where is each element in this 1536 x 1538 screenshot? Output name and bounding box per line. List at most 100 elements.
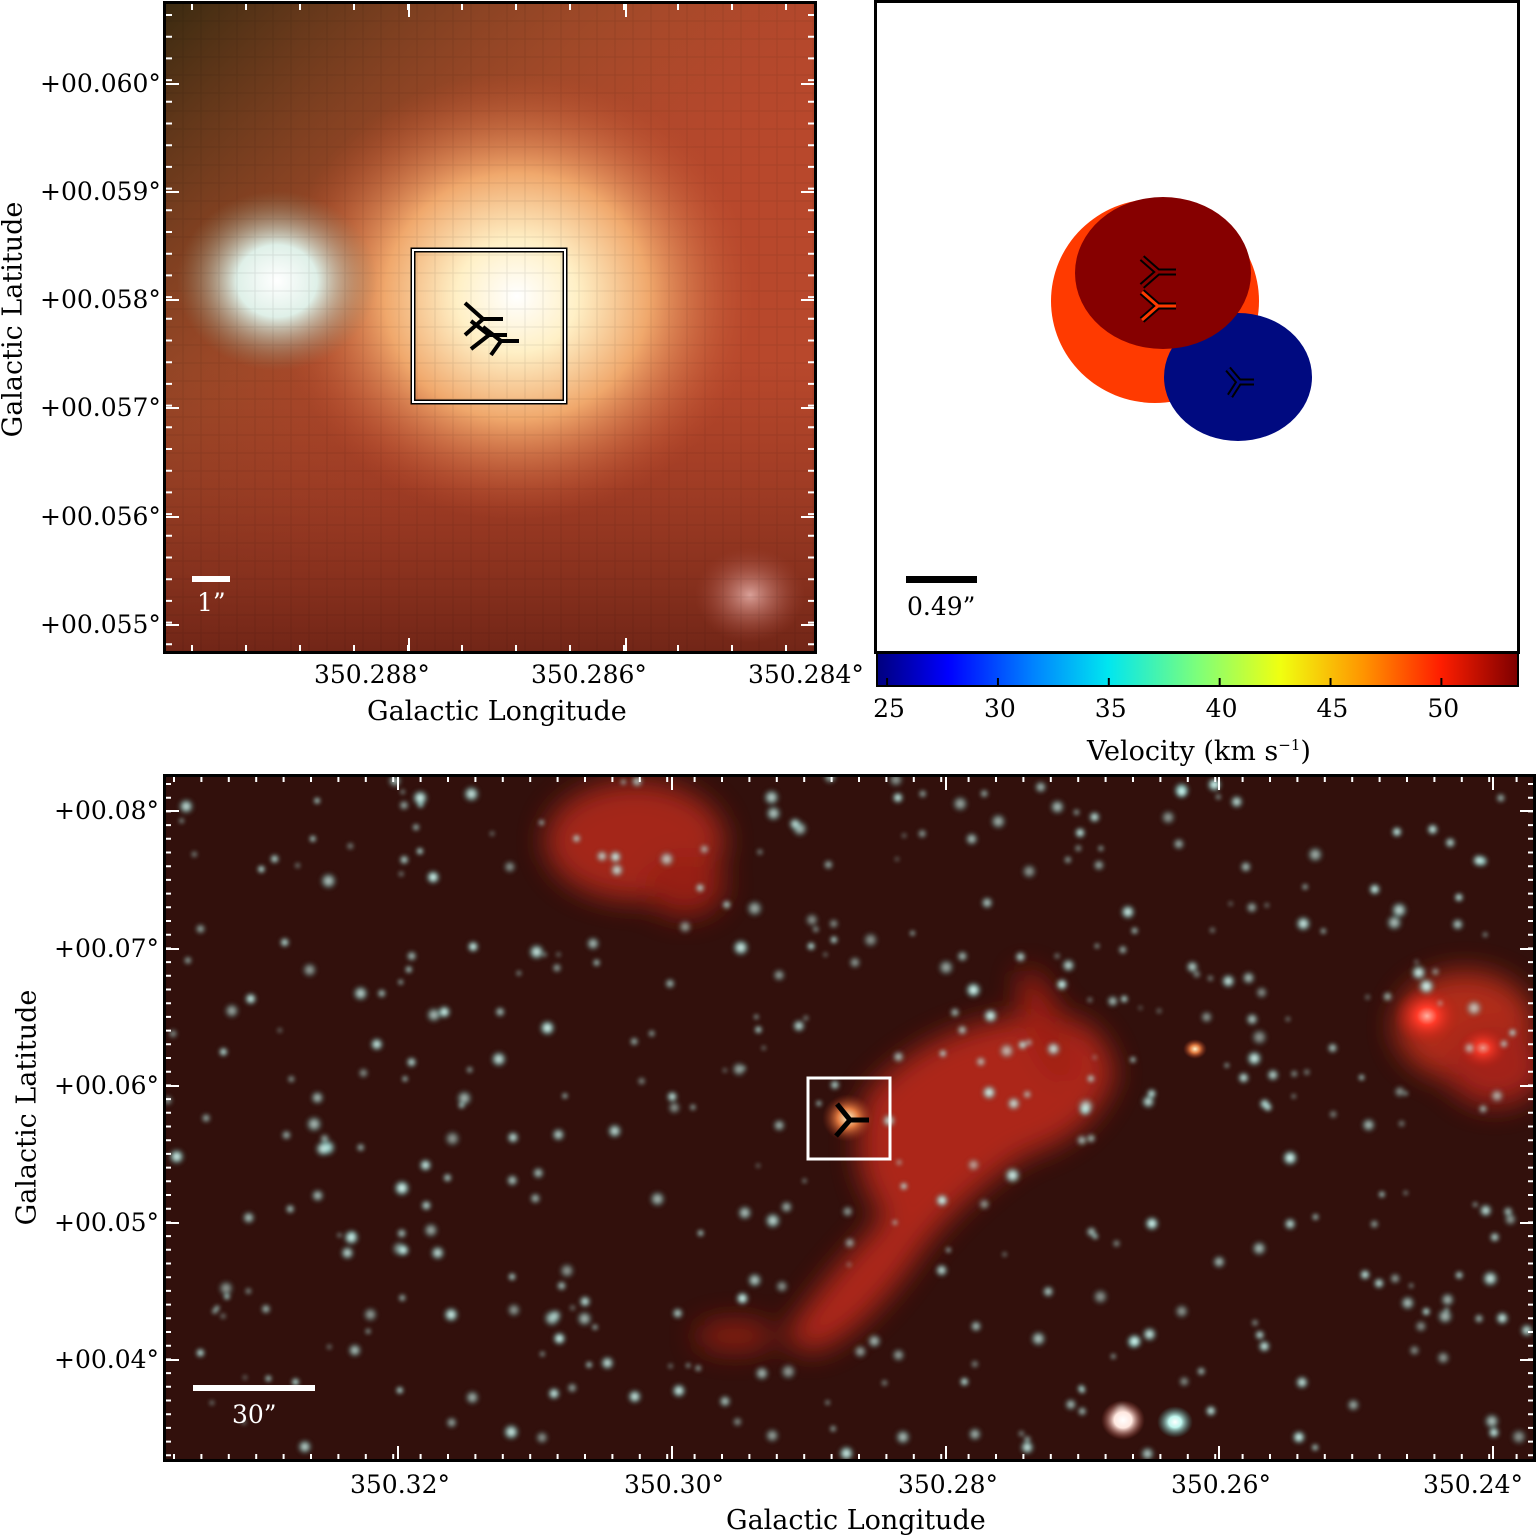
star xyxy=(1390,901,1409,920)
star xyxy=(1021,863,1038,880)
star xyxy=(891,791,905,804)
star xyxy=(736,1204,753,1221)
star xyxy=(219,1312,227,1320)
star xyxy=(1482,931,1489,938)
bottom-marker xyxy=(834,1102,869,1138)
star xyxy=(445,1416,458,1429)
star xyxy=(1127,1333,1143,1349)
star xyxy=(774,1279,789,1294)
star xyxy=(671,1383,687,1399)
star xyxy=(599,1355,615,1371)
star xyxy=(1369,1219,1380,1229)
star xyxy=(967,1426,983,1442)
star xyxy=(1112,1239,1121,1248)
colorbar-tick-label: 35 xyxy=(1094,694,1127,723)
star xyxy=(305,1115,323,1133)
star xyxy=(264,1374,273,1383)
star xyxy=(1451,917,1465,931)
star xyxy=(1453,892,1465,903)
red-source-right xyxy=(1393,986,1461,1046)
star xyxy=(400,789,406,795)
star xyxy=(437,1004,452,1020)
star xyxy=(401,1075,409,1083)
star xyxy=(788,817,802,831)
star xyxy=(1006,1096,1021,1111)
star xyxy=(829,1079,841,1091)
star xyxy=(964,832,979,846)
star xyxy=(609,862,625,878)
star xyxy=(595,849,609,863)
star xyxy=(489,830,496,837)
star xyxy=(1245,1012,1259,1027)
b-ylabel: Galactic Latitude xyxy=(11,989,43,1226)
star xyxy=(466,940,480,953)
bluish-source xyxy=(177,191,377,371)
star xyxy=(1172,837,1186,851)
b-ytick-3: +00.05° xyxy=(54,1208,160,1237)
top-right-plot xyxy=(876,2,1518,652)
star xyxy=(1478,1103,1489,1114)
star xyxy=(1074,844,1083,853)
star xyxy=(970,1359,980,1369)
star xyxy=(1196,1366,1207,1377)
star xyxy=(1237,1071,1250,1085)
star xyxy=(1373,1277,1385,1290)
star xyxy=(721,899,732,910)
star xyxy=(1077,1097,1095,1116)
star xyxy=(732,1416,743,1428)
star xyxy=(1281,1149,1299,1167)
top-left-scalebar-label: 1” xyxy=(197,588,226,617)
star xyxy=(1472,1201,1479,1208)
star xyxy=(1088,810,1101,824)
star xyxy=(909,930,916,937)
b-xlabel: Galactic Longitude xyxy=(726,1505,986,1536)
star xyxy=(980,896,994,910)
star xyxy=(772,968,786,982)
star xyxy=(746,1272,763,1289)
star xyxy=(1454,1270,1464,1280)
star xyxy=(1120,904,1136,920)
star xyxy=(551,1127,566,1142)
tl-ytick-5: +00.055° xyxy=(40,610,161,639)
star xyxy=(256,864,266,874)
star xyxy=(241,1210,256,1225)
star xyxy=(1250,1028,1269,1047)
star xyxy=(894,1428,912,1446)
star xyxy=(608,850,623,864)
star xyxy=(917,828,928,839)
bottom-rgb-image xyxy=(165,776,1534,1460)
star xyxy=(667,1100,682,1115)
star xyxy=(301,961,318,978)
star xyxy=(297,1439,313,1455)
star xyxy=(1399,1295,1416,1311)
star xyxy=(442,1306,460,1323)
star xyxy=(194,923,207,935)
star xyxy=(269,853,280,865)
star xyxy=(899,1181,909,1191)
star xyxy=(396,1227,408,1239)
star xyxy=(279,937,291,948)
colorbar-tick-label: 40 xyxy=(1205,694,1238,723)
star xyxy=(201,1113,212,1124)
star xyxy=(177,798,195,815)
star xyxy=(1319,927,1328,935)
star xyxy=(1410,964,1428,981)
tl-xlabel: Galactic Longitude xyxy=(367,696,627,727)
star xyxy=(506,1302,522,1318)
star xyxy=(753,1014,760,1020)
bright-star-2 xyxy=(1157,1406,1193,1438)
colorbar-label-text: Velocity (km s xyxy=(1087,736,1279,767)
star xyxy=(352,985,369,1002)
star xyxy=(1471,853,1486,868)
star xyxy=(1291,1093,1297,1099)
star xyxy=(1436,1307,1454,1325)
tl-ylabel: Galactic Latitude xyxy=(0,201,29,438)
star xyxy=(1174,1303,1190,1319)
b-xtick-2: 350.28° xyxy=(898,1470,998,1499)
b-xtick-0: 350.32° xyxy=(350,1470,450,1499)
star xyxy=(324,1144,332,1152)
star-field xyxy=(165,776,1534,1460)
maser-markers xyxy=(463,301,519,357)
star xyxy=(538,819,545,826)
star xyxy=(1481,1269,1500,1288)
